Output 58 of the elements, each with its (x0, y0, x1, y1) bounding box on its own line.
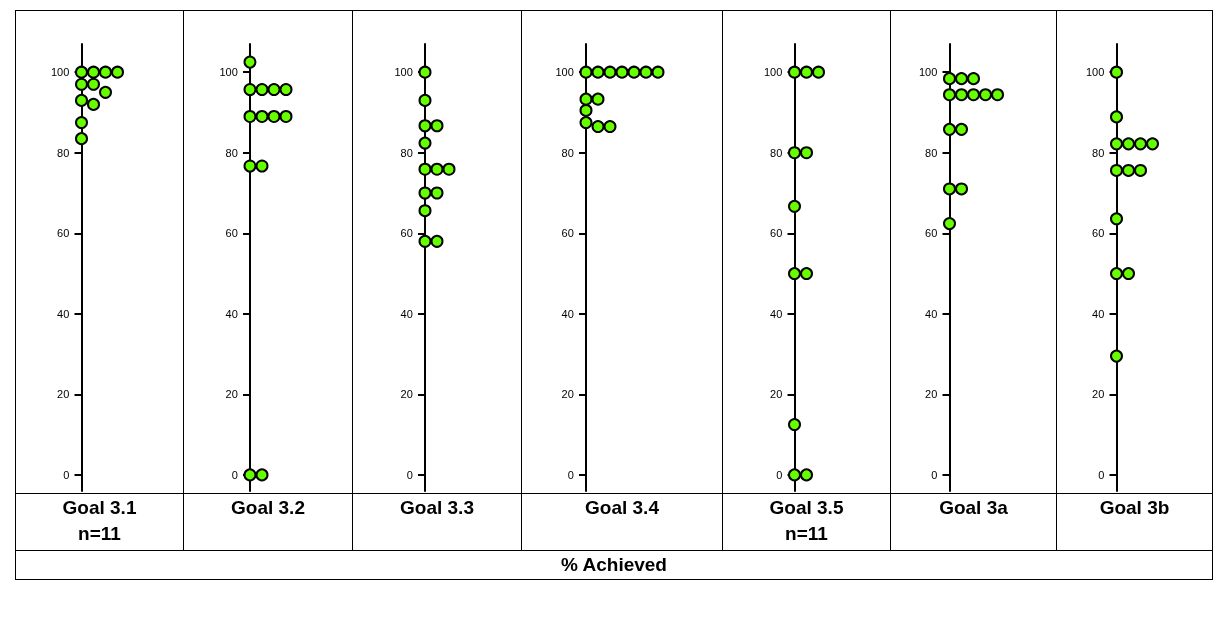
x-tick-label: Goal 3.2 (231, 497, 305, 518)
point (418, 204, 432, 218)
y-tick-label: 60 (225, 227, 238, 240)
y-tick-label: 40 (925, 307, 938, 320)
y-tick-label: 80 (1092, 146, 1105, 159)
y-tick-label: 20 (925, 388, 938, 401)
y-tick-label: 0 (231, 468, 238, 481)
y-tick-label: 60 (1092, 227, 1105, 240)
y-tick-label: 100 (918, 66, 938, 79)
y-tick-label: 40 (561, 307, 574, 320)
y-tick-label: 100 (1085, 66, 1105, 79)
y-tick-label: 60 (770, 227, 783, 240)
y-tick-label: 60 (561, 227, 574, 240)
point (418, 136, 432, 150)
y-tick-label: 80 (400, 146, 413, 159)
point (418, 65, 432, 79)
y-tick-label: 40 (400, 307, 413, 320)
x-tick-label: Goal 3.4 (585, 497, 659, 518)
point (418, 234, 432, 248)
x-tick-label: Goal 3.3 (400, 497, 474, 518)
y-tick-label: 0 (931, 468, 938, 481)
y-tick-label: 80 (225, 146, 238, 159)
y-tick-label: 100 (555, 66, 574, 79)
x-tick-label: Goal 3.1 n=11 (62, 497, 137, 544)
y-tick-label: 0 (776, 468, 783, 481)
y-tick-label: 80 (561, 146, 574, 159)
y-tick-label: 0 (63, 468, 70, 481)
x-tick-label: Goal 3a (939, 497, 1008, 518)
y-tick-label: 80 (925, 146, 938, 159)
x-tick-label: Goal 3b (1099, 497, 1170, 518)
y-tick-label: 40 (1092, 307, 1105, 320)
y-tick-label: 0 (1098, 468, 1105, 481)
y-tick-label: 20 (1092, 388, 1105, 401)
y-tick-label: 20 (225, 388, 238, 401)
text: % Achieved (16, 552, 1212, 578)
y-tick-label: 0 (567, 468, 574, 481)
y-tick-label: 20 (770, 388, 783, 401)
y-tick-label: 100 (763, 66, 783, 79)
point (418, 93, 432, 107)
y-tick-label: 80 (57, 146, 70, 159)
y-tick-label: 60 (57, 227, 70, 240)
y-tick-label: 20 (57, 388, 70, 401)
y-tick-label: 20 (400, 388, 413, 401)
y-tick-label: 100 (219, 66, 238, 79)
y-tick-label: 60 (925, 227, 938, 240)
point (418, 119, 432, 133)
y-tick-label: 100 (394, 66, 413, 79)
y-tick-label: 40 (225, 307, 238, 320)
y-tick-label: 80 (770, 146, 783, 159)
y-tick-label: 20 (561, 388, 574, 401)
point (418, 162, 432, 176)
y-tick-label: 100 (50, 66, 70, 79)
x-tick-label: Goal 3.5 n=11 (769, 497, 844, 544)
y-tick-label: 0 (406, 468, 413, 481)
y-tick-label: 60 (400, 227, 413, 240)
y-tick-label: 40 (57, 307, 70, 320)
y-tick-label: 40 (770, 307, 783, 320)
point (418, 186, 432, 200)
